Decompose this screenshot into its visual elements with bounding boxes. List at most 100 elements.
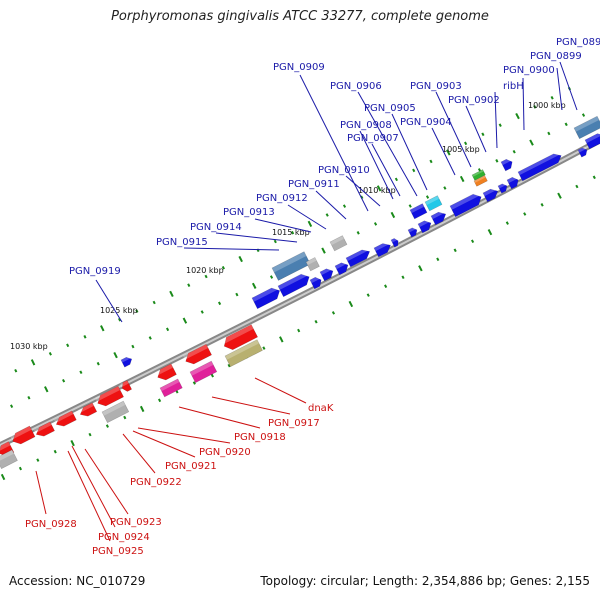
gene-feature-reverse[interactable] <box>224 339 263 368</box>
gene-feature-reverse[interactable] <box>221 324 258 353</box>
gene-label[interactable]: PGN_0917 <box>268 418 320 429</box>
gene-feature-reverse[interactable] <box>183 343 212 366</box>
leader-line <box>315 190 347 220</box>
gene-label[interactable]: PGN_0906 <box>330 81 382 92</box>
tick-mark <box>139 405 145 413</box>
gene-feature-reverse[interactable] <box>159 378 183 398</box>
gene-feature-forward[interactable] <box>277 271 312 298</box>
gene-label[interactable]: PGN_0925 <box>92 546 144 557</box>
gene-label[interactable]: PGN_0903 <box>410 81 462 92</box>
gene-label[interactable]: dnaK <box>308 403 334 414</box>
gene-feature-reverse[interactable] <box>54 410 77 429</box>
gene-feature-reverse[interactable] <box>101 400 130 424</box>
gene-feature-forward[interactable] <box>417 218 433 234</box>
gene-label[interactable]: PGN_0928 <box>25 519 77 530</box>
gene-feature-forward[interactable] <box>449 191 484 218</box>
gene-label[interactable]: PGN_0908 <box>340 120 392 131</box>
gene-label[interactable]: PGN_0909 <box>273 62 325 73</box>
tick-mark <box>512 149 516 154</box>
scale-ticks: 1000 kbp 1005 kbp 1010 kbp 1015 kbp 1020 kbp… <box>0 86 596 481</box>
tick-mark <box>256 248 260 253</box>
leader-line <box>556 67 563 111</box>
gene-label[interactable]: PGN_0924 <box>98 532 150 543</box>
gene-feature-forward[interactable] <box>309 275 323 290</box>
tick-mark <box>113 352 118 359</box>
gene-label[interactable]: PGN_0911 <box>288 179 340 190</box>
gene-feature-forward[interactable] <box>319 266 335 282</box>
gene-label[interactable]: PGN_0922 <box>130 477 182 488</box>
tick-mark <box>464 141 468 146</box>
tick-mark <box>408 204 412 208</box>
gene-feature-reverse[interactable] <box>34 421 55 439</box>
gene-feature-reverse[interactable] <box>189 360 218 384</box>
gene-feature-forward[interactable] <box>390 237 400 248</box>
gene-label[interactable]: PGN_0910 <box>318 165 370 176</box>
gene-feature-forward[interactable] <box>424 195 443 212</box>
gene-feature-forward[interactable] <box>497 182 509 194</box>
gene-feature-reverse[interactable] <box>0 449 18 470</box>
gene-label[interactable]: PGN_0899 <box>530 51 582 62</box>
gene-feature-forward[interactable] <box>517 151 564 182</box>
tick-mark <box>495 159 499 163</box>
gene-feature-forward[interactable] <box>120 355 134 368</box>
scale-label: 1020 kbp <box>186 266 224 275</box>
gene-label[interactable]: PGN_0920 <box>199 447 251 458</box>
gene-feature-reverse[interactable] <box>120 380 133 393</box>
tick-mark <box>307 220 313 227</box>
gene-feature-reverse[interactable] <box>78 402 98 419</box>
gene-label[interactable]: PGN_0919 <box>69 266 121 277</box>
gene-feature-forward[interactable] <box>409 203 428 220</box>
gene-label[interactable]: PGN_0912 <box>256 193 308 204</box>
genome-summary-text: Topology: circular; Length: 2,354,886 bp… <box>260 574 590 588</box>
gene-label[interactable]: PGN_0905 <box>364 103 416 114</box>
gene-label[interactable]: PGN_0913 <box>223 207 275 218</box>
gene-feature-forward[interactable] <box>577 146 589 158</box>
tick-mark <box>14 368 18 373</box>
gene-feature-forward[interactable] <box>329 235 348 252</box>
tick-mark <box>227 363 231 368</box>
gene-feature-forward[interactable] <box>345 247 372 268</box>
gene-feature-forward[interactable] <box>473 175 488 187</box>
tick-mark <box>331 311 336 315</box>
gene-label[interactable]: PGN_0898 <box>556 37 600 48</box>
gene-feature-forward[interactable] <box>373 240 393 258</box>
leader-line <box>84 448 129 515</box>
tick-mark <box>27 395 31 400</box>
gene-feature-forward[interactable] <box>500 157 514 172</box>
gene-label[interactable]: PGN_0921 <box>165 461 217 472</box>
tick-mark <box>221 265 225 270</box>
tick-mark <box>53 449 57 454</box>
gene-feature-reverse[interactable] <box>155 363 177 383</box>
gene-label[interactable]: PGN_0918 <box>234 432 286 443</box>
leader-line <box>391 113 428 191</box>
gene-feature-forward[interactable] <box>506 175 520 190</box>
gene-feature-reverse[interactable] <box>10 425 36 447</box>
tick-mark <box>498 123 502 127</box>
gene-feature-forward[interactable] <box>305 257 320 272</box>
gene-feature-forward[interactable] <box>334 260 350 276</box>
gene-feature-forward[interactable] <box>573 115 600 140</box>
gene-label[interactable]: PGN_0915 <box>156 237 208 248</box>
gene-label[interactable]: PGN_0900 <box>503 65 555 76</box>
gene-feature-forward[interactable] <box>251 285 282 310</box>
tick-mark <box>412 168 416 173</box>
gene-label[interactable]: PGN_0923 <box>110 517 162 528</box>
gene-label[interactable]: ribH <box>503 81 524 92</box>
gene-feature-forward[interactable] <box>407 226 419 238</box>
tick-mark <box>453 248 457 253</box>
leader-line <box>183 247 280 251</box>
gene-label[interactable]: PGN_0907 <box>347 133 399 144</box>
genome-title: Porphyromonas gingivalis ATCC 33277, com… <box>111 9 489 24</box>
gene-label[interactable]: PGN_0902 <box>448 95 500 106</box>
gene-feature-reverse[interactable] <box>95 385 124 408</box>
gene-feature-forward[interactable] <box>471 169 486 181</box>
gene-label[interactable]: PGN_0914 <box>190 222 242 233</box>
gene-feature-forward[interactable] <box>430 209 448 226</box>
tick-mark <box>10 404 14 408</box>
tick-mark <box>62 378 66 383</box>
gene-label[interactable]: PGN_0904 <box>400 117 452 128</box>
gene-feature-forward[interactable] <box>482 186 500 203</box>
tick-mark <box>291 230 295 235</box>
